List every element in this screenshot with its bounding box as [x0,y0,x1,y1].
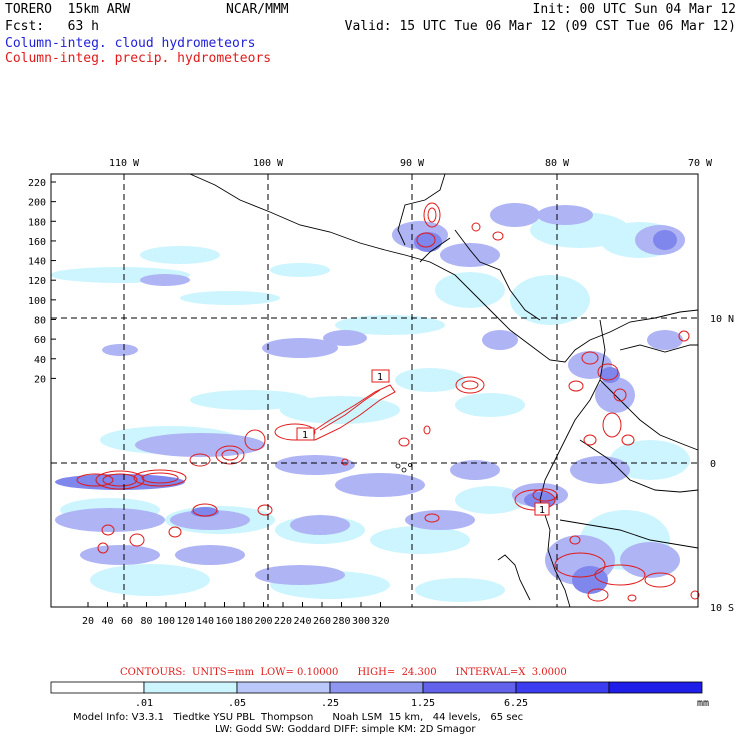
coastlines [189,173,699,608]
y-axis: 220 200 180 160 140 120 100 80 60 40 20 [28,178,56,385]
colorbar-unit: mm [697,698,709,709]
x-tick-label: 300 [352,616,370,627]
init-time: Init: 00 UTC Sun 04 Mar 12 [532,2,737,17]
colorbar-tick-label: 6.25 [504,698,528,709]
y-tick-label: 220 [28,178,46,189]
colorbar: .01 .05 .25 1.25 6.25 mm [50,681,709,709]
lon-label: 70 W [688,158,713,169]
y-tick-label: 100 [28,296,46,307]
colorbar-swatch [329,681,424,694]
x-tick-label: 220 [274,616,292,627]
forecast-hour: Fcst: 63 h [5,19,99,34]
x-tick-label: 180 [235,616,253,627]
x-tick-label: 260 [313,616,331,627]
lon-label: 90 W [400,158,425,169]
y-tick-label: 160 [28,237,46,248]
cloud-field-title: Column-integ. cloud hydrometeors [5,36,256,51]
plot-frame [50,173,699,608]
contour-label: 1 [539,505,545,516]
x-tick-label: 240 [293,616,311,627]
colorbar-tick-label: .05 [228,698,246,709]
x-tick-label: 120 [176,616,194,627]
colorbar-tick-label: 1.25 [411,698,435,709]
x-tick-label: 200 [254,616,272,627]
lon-label: 80 W [545,158,570,169]
model-info: Model Info: V3.3.1 Tiedtke YSU PBL Thomp… [73,712,524,723]
colorbar-swatch [608,681,703,694]
lon-label: 100 W [253,158,284,169]
x-axis: 20 40 60 80 100 120 140 160 180 200 220 240 260 280 30… [82,602,390,627]
y-tick-label: 60 [34,335,46,346]
y-tick-label: 80 [34,315,46,326]
physics-info: LW: Godd SW: Goddard DIFF: simple KM: 2D… [215,724,476,735]
lon-label: 110 W [109,158,140,169]
right-latitude-labels: 10 N 0 10 S [710,314,734,614]
model-name: TORERO 15km ARW [5,2,131,17]
y-tick-label: 200 [28,198,46,209]
colorbar-swatch [515,681,610,694]
contour-labels: 1 1 1 [296,369,550,516]
colorbar-tick-label: .01 [135,698,153,709]
lat-label: 10 N [710,314,734,325]
x-tick-label: 280 [332,616,350,627]
colorbar-swatch [236,681,331,694]
top-longitude-labels: 110 W 100 W 90 W 80 W 70 W [109,158,713,169]
contours-info: CONTOURS: UNITS=mm LOW= 0.10000 HIGH= 24… [120,667,567,678]
latlon-grid [51,174,698,607]
x-tick-label: 80 [140,616,152,627]
lat-label: 0 [710,459,716,470]
y-tick-label: 40 [34,355,46,366]
valid-time: Valid: 15 UTC Tue 06 Mar 12 (09 CST Tue … [344,19,736,34]
organization: NCAR/MMM [226,2,289,17]
x-tick-label: 160 [215,616,233,627]
y-tick-label: 120 [28,276,46,287]
x-tick-label: 140 [196,616,214,627]
x-tick-label: 20 [82,616,94,627]
colorbar-swatch [50,681,145,694]
colorbar-swatch [422,681,517,694]
lat-label: 10 S [710,603,734,614]
colorbar-swatch [143,681,238,694]
y-tick-label: 180 [28,217,46,228]
y-tick-label: 20 [34,374,46,385]
contour-label: 1 [302,430,308,441]
x-tick-label: 40 [101,616,113,627]
x-tick-label: 100 [157,616,175,627]
y-tick-label: 140 [28,257,46,268]
x-tick-label: 60 [121,616,133,627]
precip-field-title: Column-integ. precip. hydrometeors [5,51,272,66]
colorbar-tick-label: .25 [321,698,339,709]
x-tick-label: 320 [371,616,389,627]
contour-label: 1 [377,372,383,383]
